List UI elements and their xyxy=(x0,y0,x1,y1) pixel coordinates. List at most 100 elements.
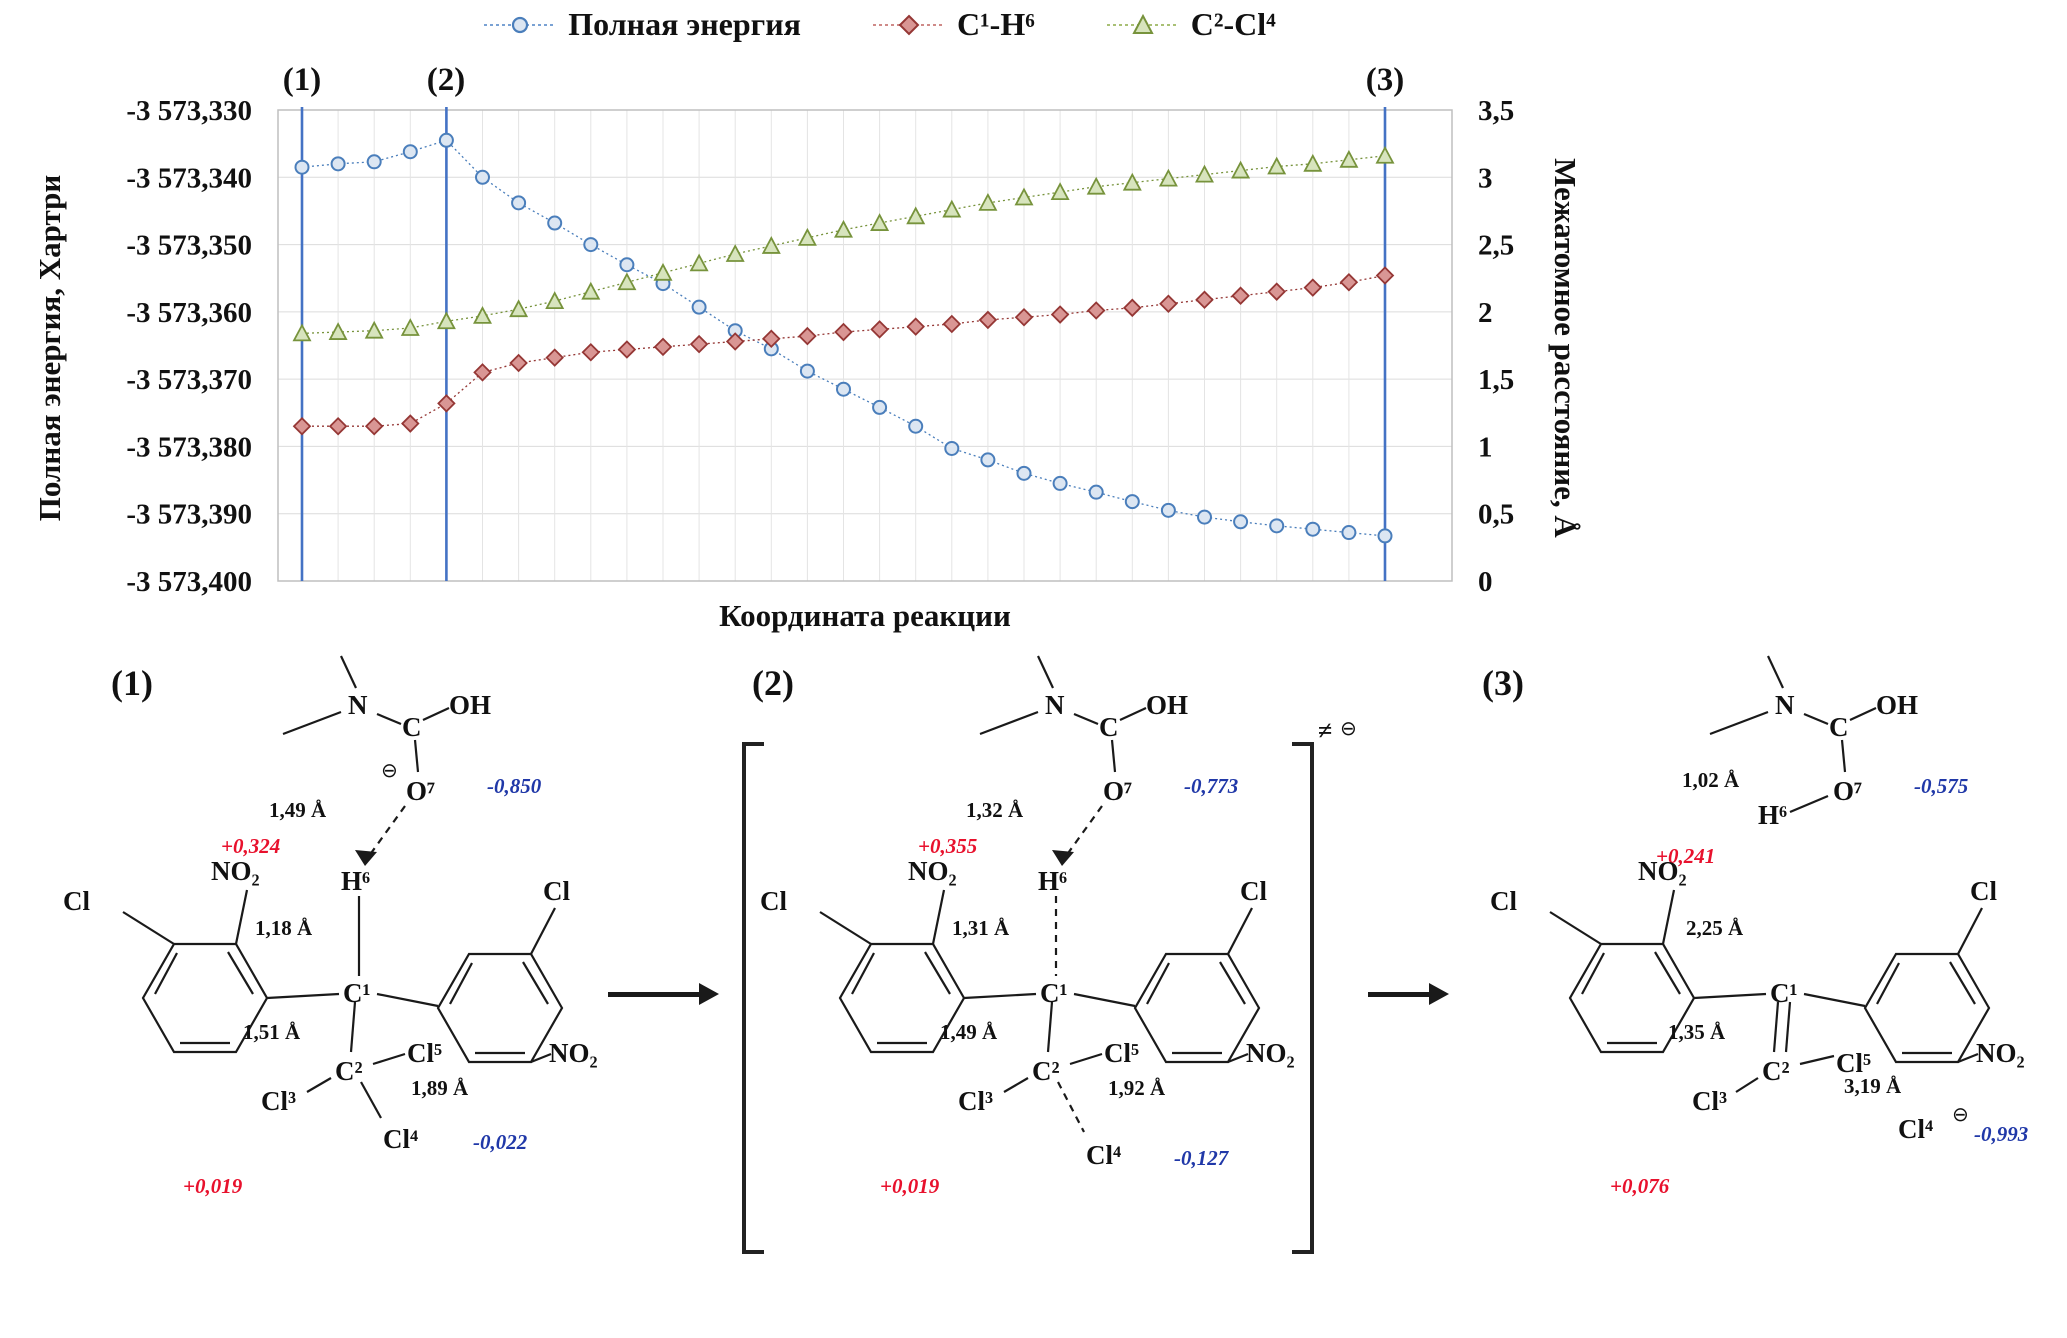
atom-oh: OH xyxy=(1146,690,1189,720)
atom-c2: C² xyxy=(1762,1056,1790,1086)
atom-c1: C¹ xyxy=(1770,978,1798,1008)
triangle-marker-icon xyxy=(1106,13,1179,34)
reaction-arrow-1 xyxy=(608,983,719,1005)
structure-2-transition-state: ≠ ⊖ xyxy=(722,650,1362,1338)
structure-1-bonds xyxy=(122,655,564,1119)
svg-text:2: 2 xyxy=(1478,297,1493,329)
o7-h6-distance: 1,32 Å xyxy=(966,798,1024,822)
c1-h6-distance: 2,25 Å xyxy=(1686,916,1744,940)
svg-text:0: 0 xyxy=(1478,566,1493,598)
structure-label: (3) xyxy=(1482,663,1524,703)
structure-label: (2) xyxy=(752,663,794,703)
svg-text:3,5: 3,5 xyxy=(1478,95,1514,127)
atom-cl4: Cl⁴ xyxy=(1898,1114,1934,1144)
cl4-charge: -0,022 xyxy=(473,1130,528,1154)
svg-text:2,5: 2,5 xyxy=(1478,230,1514,262)
atom-c2: C² xyxy=(335,1056,363,1086)
atom-h6: H⁶ xyxy=(1038,866,1068,896)
reaction-arrow-2 xyxy=(1368,983,1449,1005)
svg-text:1: 1 xyxy=(1478,431,1493,463)
h6-charge: +0,241 xyxy=(1656,844,1716,868)
atom-c2: C² xyxy=(1032,1056,1060,1086)
o7-h6-distance: 1,02 Å xyxy=(1682,768,1740,792)
atom-n: N xyxy=(348,690,368,720)
legend-item-total-energy: Полная энергия xyxy=(484,6,801,43)
cl4-charge: -0,127 xyxy=(1174,1146,1229,1170)
o7-charge: -0,773 xyxy=(1184,774,1239,798)
structure-1-reactants: (1) N C OH O⁷ ⊖ -0,850 1,49 Å +0,324 H⁶ … xyxy=(25,650,625,1338)
x-axis-title: Координата реакции xyxy=(719,598,1011,633)
o7-charge: -0,575 xyxy=(1914,774,1969,798)
legend-label-c2-cl4: C²-Cl⁴ xyxy=(1190,6,1276,42)
legend-item-c1-h6: C¹-H⁶ xyxy=(872,6,1035,43)
c1-h6-distance: 1,31 Å xyxy=(952,916,1010,940)
left-axis-title: Полная энергия, Хартри xyxy=(32,174,67,522)
svg-text:-3 573,390: -3 573,390 xyxy=(126,499,252,531)
atom-o7: O⁷ xyxy=(1833,776,1863,806)
right-bracket xyxy=(1292,742,1314,1254)
o7-charge: -0,850 xyxy=(487,774,542,798)
h6-charge: +0,324 xyxy=(221,834,281,858)
o7-h6-distance: 1,49 Å xyxy=(269,798,327,822)
vline-label-3: (3) xyxy=(1365,62,1405,98)
atom-cl-right: Cl xyxy=(1240,876,1267,906)
atom-oh: OH xyxy=(449,690,492,720)
svg-text:-3 573,360: -3 573,360 xyxy=(126,297,252,329)
svg-text:-3 573,400: -3 573,400 xyxy=(126,566,252,598)
svg-text:-3 573,380: -3 573,380 xyxy=(126,431,252,463)
atom-cl4: Cl⁴ xyxy=(1086,1140,1122,1170)
left-bracket xyxy=(742,742,764,1254)
atom-n: N xyxy=(1045,690,1065,720)
right-axis-title: Межатомное расстояние, Å xyxy=(1548,158,1583,538)
structure-3-bonds xyxy=(1549,655,1991,1093)
svg-text:1,5: 1,5 xyxy=(1478,364,1514,396)
atom-h6: H⁶ xyxy=(1758,800,1788,830)
c1-c2-distance: 1,35 Å xyxy=(1668,1020,1726,1044)
atom-no2-left: NO₂ xyxy=(211,856,260,886)
atom-no2-right: NO₂ xyxy=(1246,1038,1295,1068)
chart-legend: Полная энергия C¹-H⁶ C²-Cl⁴ xyxy=(300,6,1460,43)
svg-text:0,5: 0,5 xyxy=(1478,499,1514,531)
ts-double-dagger: ≠ xyxy=(1318,716,1333,745)
diamond-marker-icon xyxy=(872,14,945,35)
atom-cl5: Cl⁵ xyxy=(1836,1048,1872,1078)
atom-c: C xyxy=(1829,712,1849,742)
atom-n: N xyxy=(1775,690,1795,720)
legend-label-total-energy: Полная энергия xyxy=(568,6,801,42)
svg-text:-3 573,350: -3 573,350 xyxy=(126,230,252,262)
svg-text:-3 573,330: -3 573,330 xyxy=(126,95,252,127)
atom-o7: O⁷ xyxy=(406,776,436,806)
svg-text:-3 573,340: -3 573,340 xyxy=(126,162,252,194)
atom-cl3: Cl³ xyxy=(1692,1086,1728,1116)
atom-h6: H⁶ xyxy=(341,866,371,896)
bottom-charge: +0,019 xyxy=(880,1174,940,1198)
atom-c1: C¹ xyxy=(1040,978,1068,1008)
minus-charge-icon: ⊖ xyxy=(381,758,398,782)
atom-no2-right: NO₂ xyxy=(1976,1038,2025,1068)
bottom-charge: +0,076 xyxy=(1610,1174,1670,1198)
atom-cl4: Cl⁴ xyxy=(383,1124,419,1154)
c2-cl4-distance: 3,19 Å xyxy=(1844,1074,1902,1098)
c1-c2-distance: 1,51 Å xyxy=(243,1020,301,1044)
atom-cl-left: Cl xyxy=(760,886,787,916)
legend-item-c2-cl4: C²-Cl⁴ xyxy=(1106,6,1276,43)
structure-2-bonds xyxy=(819,655,1261,1133)
svg-text:3: 3 xyxy=(1478,162,1493,194)
reaction-profile-chart: -3 573,330 -3 573,340 -3 573,350 -3 573,360… xyxy=(0,0,2067,648)
atom-cl-right: Cl xyxy=(543,876,570,906)
atom-o7: O⁷ xyxy=(1103,776,1133,806)
chart-plot-area: -3 573,330 -3 573,340 -3 573,350 -3 573,360… xyxy=(126,95,1514,598)
minus-charge-icon: ⊖ xyxy=(1952,1102,1969,1126)
atom-cl-right: Cl xyxy=(1970,876,1997,906)
atom-cl5: Cl⁵ xyxy=(407,1038,443,1068)
structure-3-products: (3) N C OH O⁷ 1,02 Å H⁶ -0,575 +0,241 2,… xyxy=(1452,650,2067,1338)
structure-label: (1) xyxy=(111,663,153,703)
h6-charge: +0,355 xyxy=(918,834,978,858)
atom-oh: OH xyxy=(1876,690,1919,720)
atom-cl5: Cl⁵ xyxy=(1104,1038,1140,1068)
minus-charge-icon: ⊖ xyxy=(1340,716,1357,740)
svg-text:-3 573,370: -3 573,370 xyxy=(126,364,252,396)
c2-cl4-distance: 1,92 Å xyxy=(1108,1076,1166,1100)
vline-label-1: (1) xyxy=(282,62,322,98)
atom-c1: C¹ xyxy=(343,978,371,1008)
